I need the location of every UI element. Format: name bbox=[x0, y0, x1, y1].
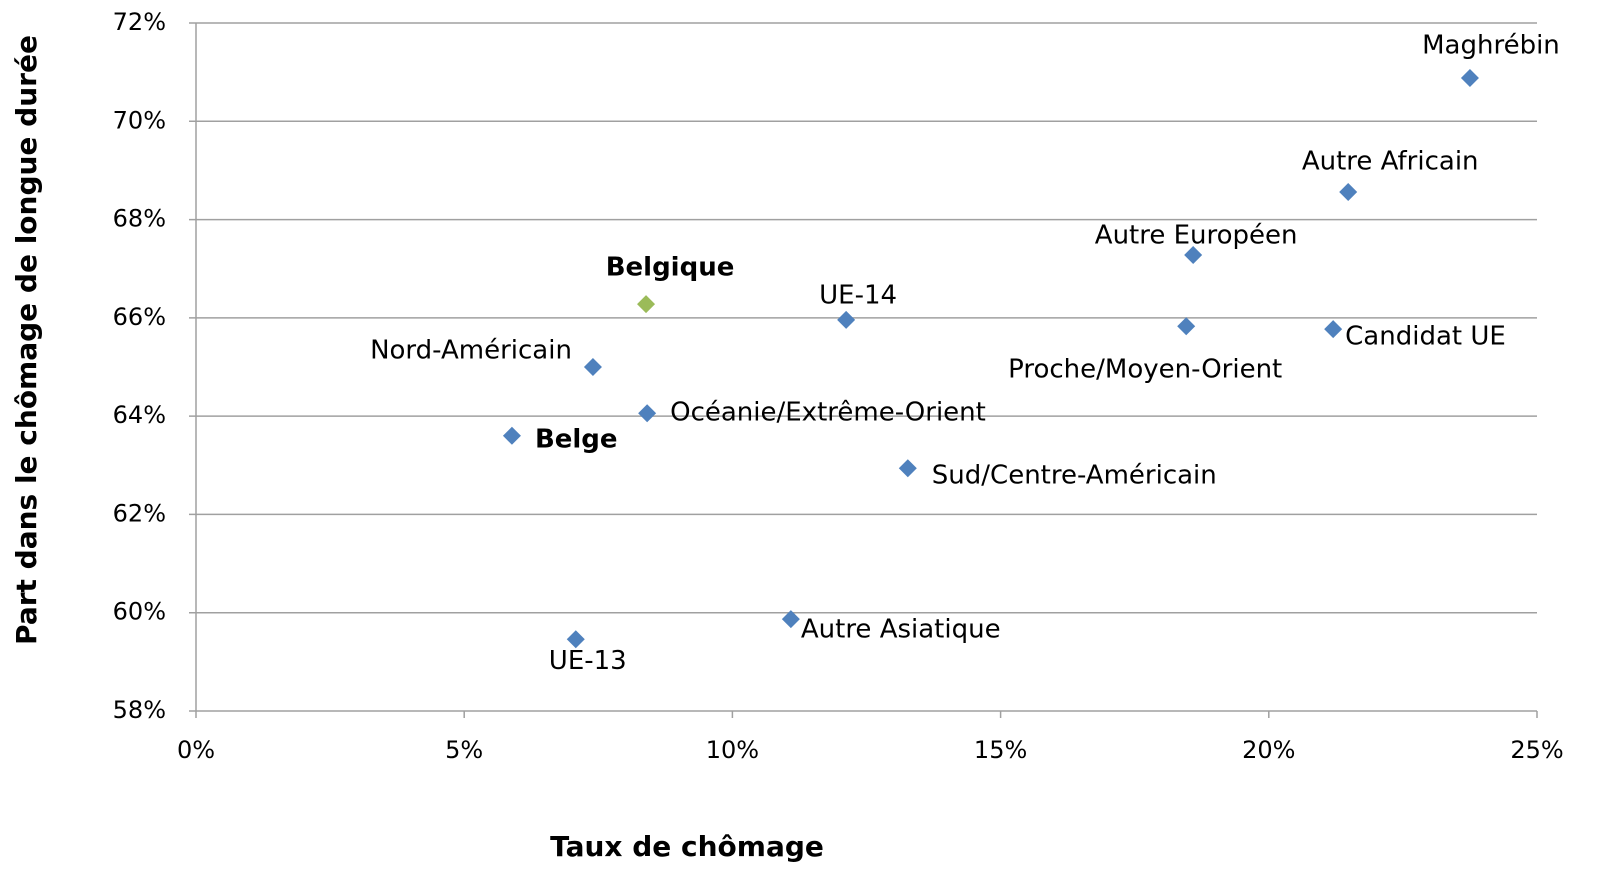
y-tick-label: 60% bbox=[113, 598, 166, 626]
point bbox=[637, 295, 656, 314]
point-label: Autre Asiatique bbox=[801, 615, 1001, 645]
point bbox=[1184, 245, 1203, 264]
y-tick-label: 70% bbox=[113, 106, 166, 134]
point-label: UE-13 bbox=[549, 646, 627, 676]
point bbox=[1460, 69, 1479, 88]
point-label: Autre Africain bbox=[1302, 147, 1479, 177]
y-tick-label: 64% bbox=[113, 401, 166, 429]
y-tick-label: 62% bbox=[113, 499, 166, 527]
y-tick-label: 72% bbox=[113, 8, 166, 36]
x-axis-title: Taux de chômage bbox=[550, 830, 824, 863]
x-tick-label: 0% bbox=[177, 736, 215, 764]
point-label: Autre Européen bbox=[1095, 220, 1298, 250]
point bbox=[837, 310, 856, 329]
x-tick-label: 25% bbox=[1510, 736, 1563, 764]
x-tick-label: 10% bbox=[706, 736, 759, 764]
point-label: Nord-Américain bbox=[370, 336, 572, 366]
point bbox=[638, 404, 657, 423]
point bbox=[898, 459, 917, 478]
point-label: Maghrébin bbox=[1422, 31, 1560, 61]
y-tick-label: 68% bbox=[113, 205, 166, 233]
point-label: Proche/Moyen-Orient bbox=[1008, 355, 1282, 385]
point bbox=[583, 358, 602, 376]
point bbox=[502, 426, 521, 445]
y-tick-label: 66% bbox=[113, 303, 166, 331]
point-label: Belgique bbox=[606, 253, 735, 283]
y-axis-title: Part dans le chômage de longue durée bbox=[10, 35, 43, 645]
point-label: Océanie/Extrême-Orient bbox=[670, 398, 986, 428]
point-label: Sud/Centre-Américain bbox=[932, 461, 1217, 491]
point-label: Candidat UE bbox=[1345, 322, 1506, 352]
point bbox=[1177, 317, 1196, 336]
x-tick-label: 20% bbox=[1242, 736, 1295, 764]
point bbox=[1324, 320, 1343, 339]
point-label: UE-14 bbox=[819, 280, 897, 310]
x-tick-label: 15% bbox=[974, 736, 1027, 764]
y-tick-label: 58% bbox=[113, 696, 166, 724]
point bbox=[566, 630, 585, 649]
point-label: Belge bbox=[535, 424, 618, 454]
x-tick-label: 5% bbox=[445, 736, 483, 764]
point bbox=[781, 610, 800, 629]
point bbox=[1339, 183, 1358, 202]
